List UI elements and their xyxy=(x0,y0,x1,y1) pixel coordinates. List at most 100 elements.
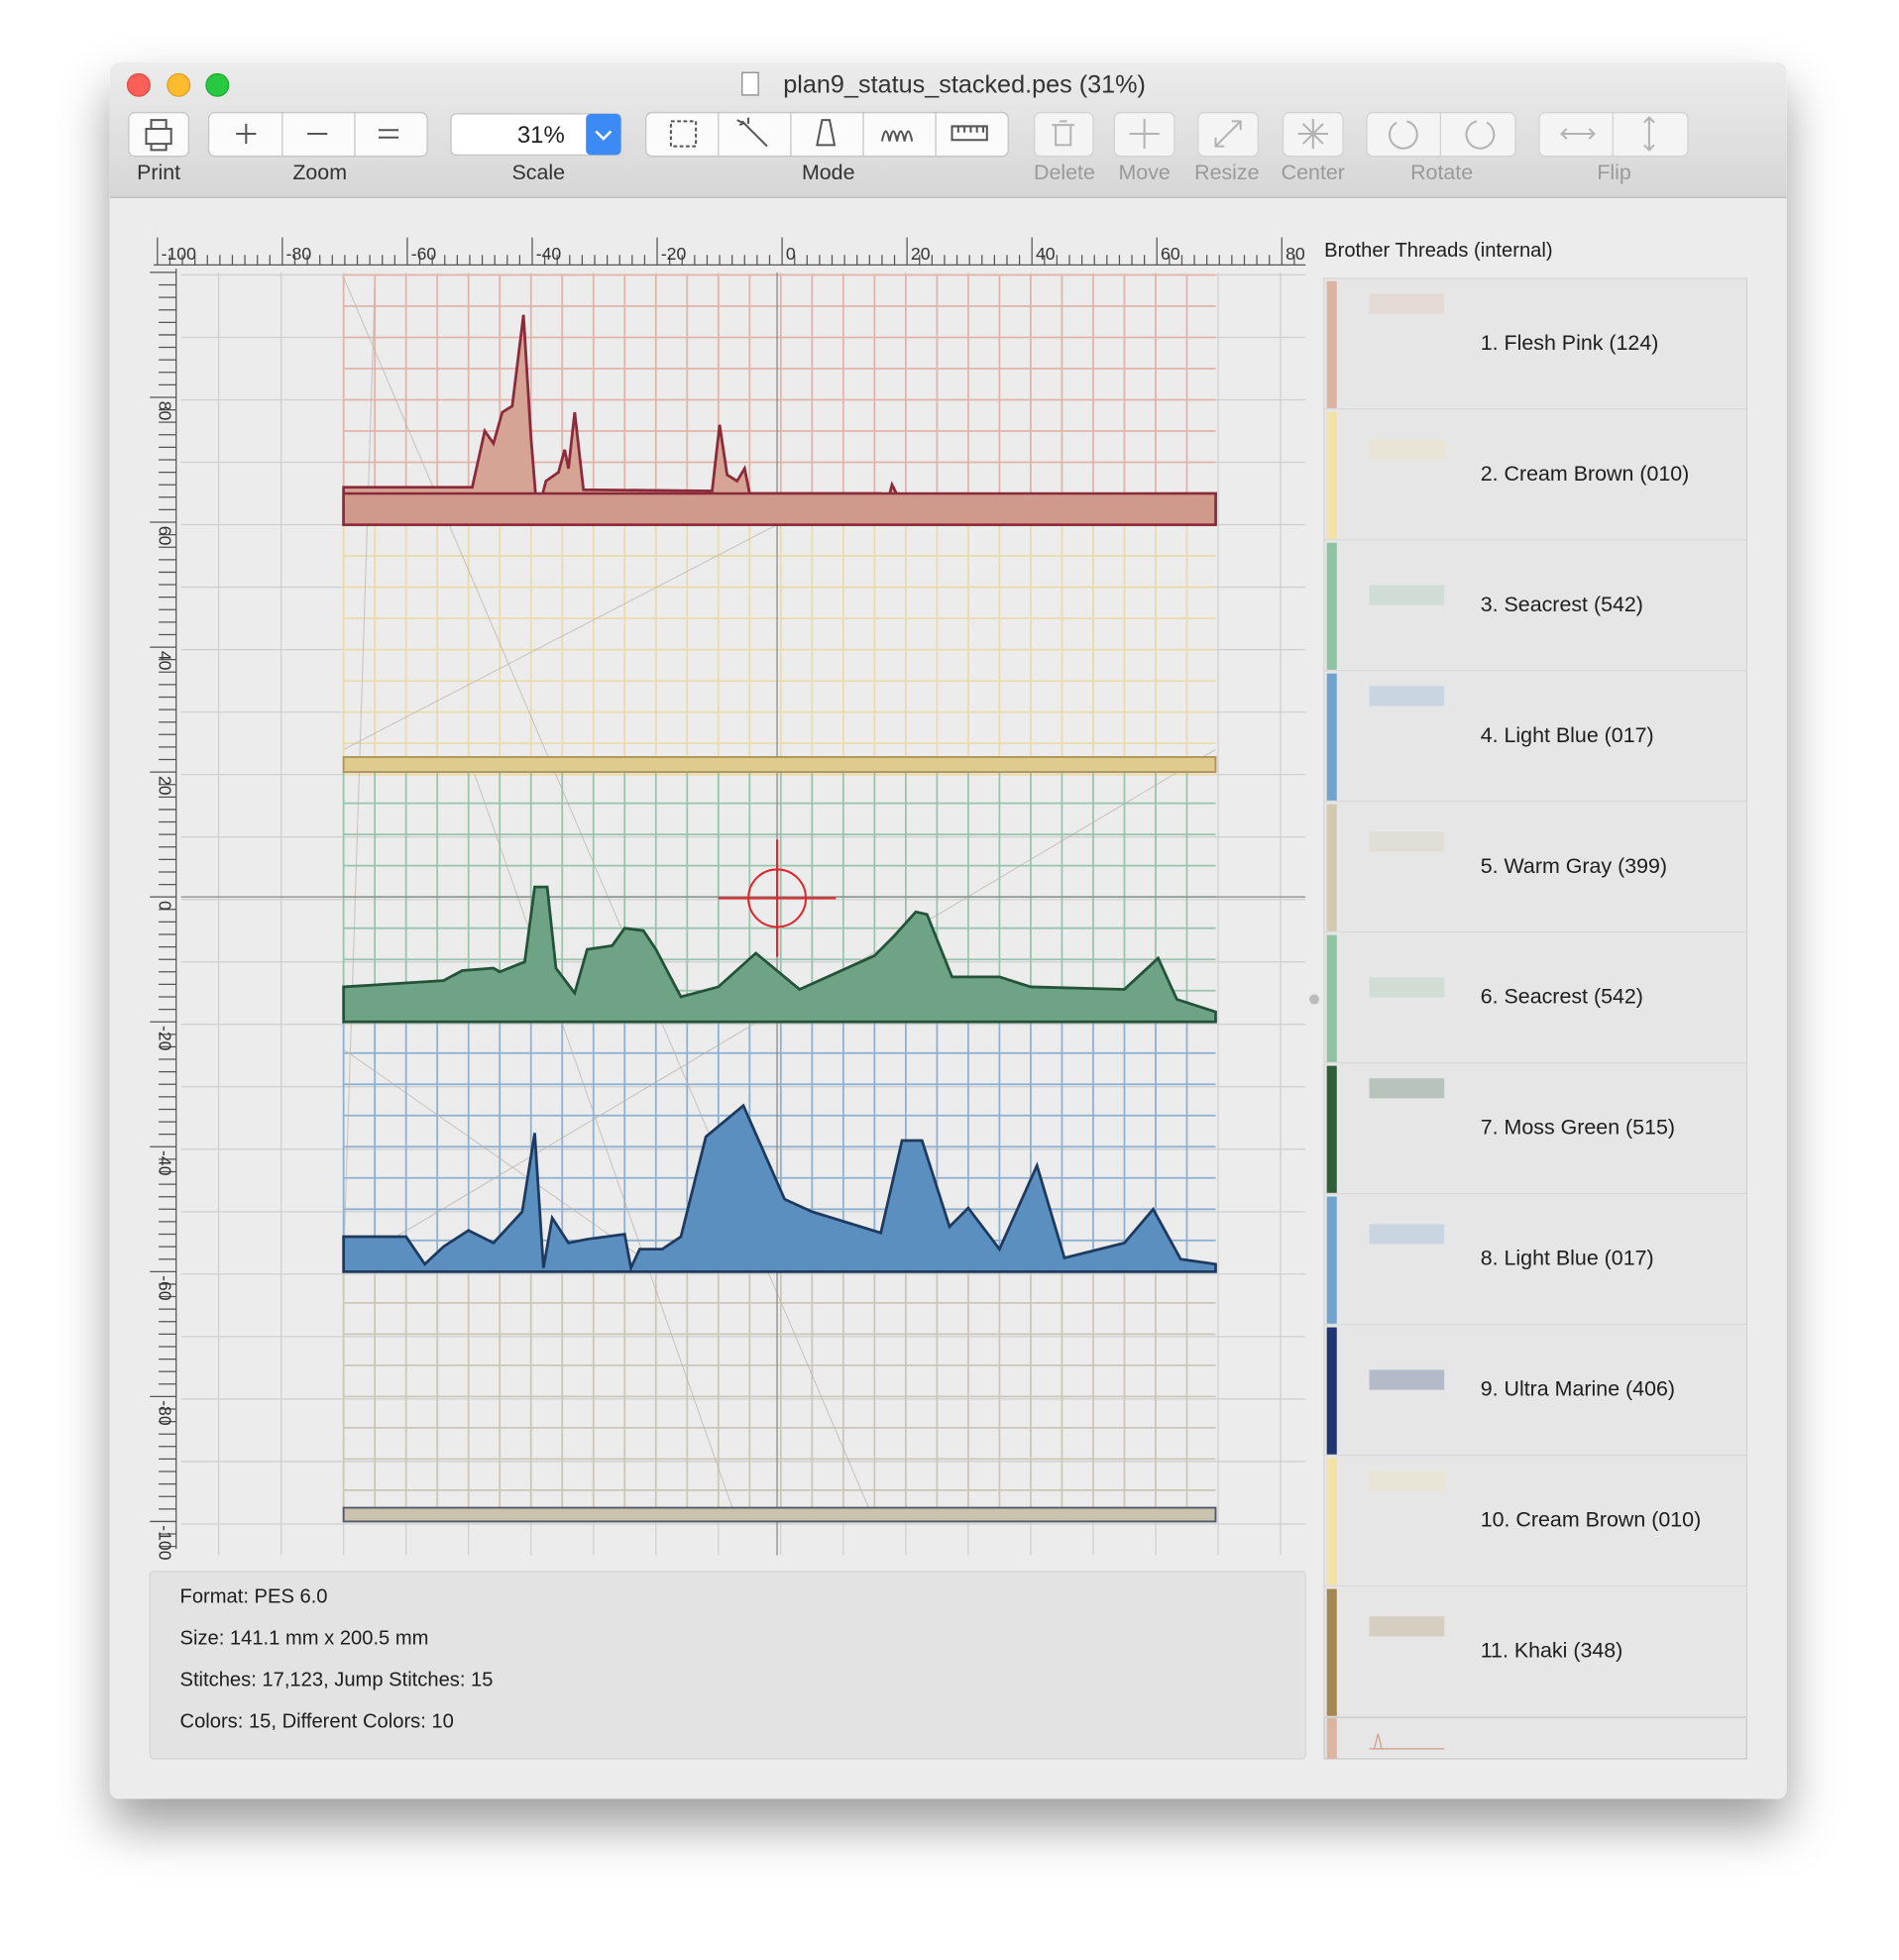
thread-color xyxy=(1326,1327,1337,1455)
measure-mode-button[interactable] xyxy=(936,113,1008,157)
ruler-label: -80 xyxy=(155,1400,174,1426)
info-lines: Format: PES 6.0 Size: 141.1 mm x 200.5 mm… xyxy=(180,1586,494,1733)
ruler-label: 0 xyxy=(786,244,796,264)
thread-thumbnail xyxy=(1369,1078,1445,1099)
center-icon xyxy=(1297,118,1328,150)
zoom-label: Zoom xyxy=(292,161,347,184)
close-button[interactable] xyxy=(126,72,151,97)
thread-row[interactable] xyxy=(1324,671,1747,803)
thread-thumbnail xyxy=(1369,977,1445,998)
resize-icon xyxy=(1214,120,1242,148)
rotate-right-button[interactable] xyxy=(1440,113,1515,157)
ruler-label: 40 xyxy=(1036,244,1056,264)
stitch-icon xyxy=(880,130,914,142)
move-icon xyxy=(1129,118,1160,150)
thread-label: 9. Ultra Marine (406) xyxy=(1481,1377,1675,1401)
thread-rows: 1. Flesh Pink (124) 2. Cream Brown (010) 3… xyxy=(1324,278,1747,1759)
minimize-button[interactable] xyxy=(167,72,191,97)
info-line: Colors: 15, Different Colors: 10 xyxy=(180,1711,454,1733)
thread-label: 10. Cream Brown (010) xyxy=(1481,1508,1701,1532)
ruler-label: -40 xyxy=(536,244,562,264)
flip-icons xyxy=(1560,116,1655,152)
thread-row[interactable] xyxy=(1324,278,1747,410)
delete-label: Delete xyxy=(1034,161,1095,184)
ruler-label: 60 xyxy=(155,526,174,546)
thread-label: 8. Light Blue (017) xyxy=(1481,1247,1654,1270)
zoom-icons xyxy=(236,123,399,145)
thread-color xyxy=(1326,673,1337,801)
thread-row[interactable] xyxy=(1324,1194,1747,1326)
thread-color xyxy=(1326,280,1337,408)
splitter-handle[interactable] xyxy=(1309,994,1320,1005)
zoom-button[interactable] xyxy=(205,72,230,97)
pink-base xyxy=(342,491,1217,526)
thread-thumbnail xyxy=(1369,1224,1445,1245)
pink-area xyxy=(342,314,1217,526)
ruler-label: -80 xyxy=(286,244,312,264)
thread-color xyxy=(1326,1196,1337,1324)
print-label: Print xyxy=(137,161,180,184)
thread-row[interactable] xyxy=(1324,409,1747,541)
jump-line xyxy=(343,524,778,750)
thread-row[interactable] xyxy=(1324,540,1747,672)
print-icon xyxy=(145,119,172,152)
window-title: plan9_status_stacked.pes (31%) xyxy=(783,71,1146,99)
design-canvas xyxy=(180,272,1306,1556)
ruler-label: 0 xyxy=(155,901,174,911)
ruler-label: -20 xyxy=(661,244,687,264)
yellow-strip xyxy=(342,756,1217,774)
document-icon xyxy=(741,71,759,96)
ruler-label: -40 xyxy=(155,1150,174,1176)
rotate-left-button[interactable] xyxy=(1367,113,1440,157)
thread-row[interactable] xyxy=(1324,1585,1747,1717)
select-icon xyxy=(669,120,698,148)
ruler-label: 20 xyxy=(911,244,931,264)
canvas-background xyxy=(180,272,1306,1556)
ruler-label: 40 xyxy=(155,651,174,671)
magic-icon xyxy=(736,117,768,148)
rotate-label: Rotate xyxy=(1410,161,1473,184)
jump-line xyxy=(343,1048,663,1272)
resize-label: Resize xyxy=(1194,161,1259,184)
thread-color xyxy=(1326,934,1337,1062)
thread-row[interactable] xyxy=(1324,1456,1747,1586)
jump-line xyxy=(343,276,875,1522)
delete-button[interactable] xyxy=(1034,111,1094,158)
ruler-label: -60 xyxy=(411,244,437,264)
thread-color xyxy=(1326,1065,1337,1193)
info-line: Size: 141.1 mm x 200.5 mm xyxy=(180,1628,429,1650)
thread-row[interactable] xyxy=(1324,1325,1747,1457)
gray-strip xyxy=(342,1506,1217,1523)
blue-area xyxy=(342,1103,1217,1273)
thread-label: 1. Flesh Pink (124) xyxy=(1481,331,1659,355)
thread-row[interactable] xyxy=(1324,802,1747,933)
thread-thumbnail xyxy=(1369,293,1445,314)
needle-icon xyxy=(816,119,837,147)
ruler-icon xyxy=(950,125,988,142)
ruler-label: -20 xyxy=(155,1026,174,1051)
info-line: Stitches: 17,123, Jump Stitches: 15 xyxy=(180,1670,494,1691)
scale-dropdown[interactable] xyxy=(586,113,621,156)
thread-color xyxy=(1326,1717,1337,1759)
ruler-label: -100 xyxy=(162,244,196,264)
move-label: Move xyxy=(1118,161,1170,184)
center-label: Center xyxy=(1282,161,1345,184)
ruler-label: 80 xyxy=(1285,244,1305,264)
ruler-label: 20 xyxy=(155,776,174,796)
thread-color xyxy=(1326,804,1337,931)
info-line: Format: PES 6.0 xyxy=(180,1586,328,1608)
toolbar: Print Zoom 31% Scale Mode Delete xyxy=(128,111,1689,184)
dropdown-arrow xyxy=(595,130,613,141)
zoom-reset-button[interactable] xyxy=(355,113,427,157)
thread-label: 2. Cream Brown (010) xyxy=(1481,462,1690,486)
ruler-label: 80 xyxy=(155,401,174,421)
thread-color xyxy=(1326,1458,1337,1585)
flip-label: Flip xyxy=(1597,161,1631,184)
select-mode-button[interactable] xyxy=(646,113,719,157)
print-button[interactable] xyxy=(128,111,189,158)
thread-row[interactable] xyxy=(1324,932,1747,1064)
thread-row[interactable] xyxy=(1324,1063,1747,1195)
thread-label: 6. Seacrest (542) xyxy=(1481,985,1643,1009)
thread-thumbnail xyxy=(1369,1369,1445,1390)
